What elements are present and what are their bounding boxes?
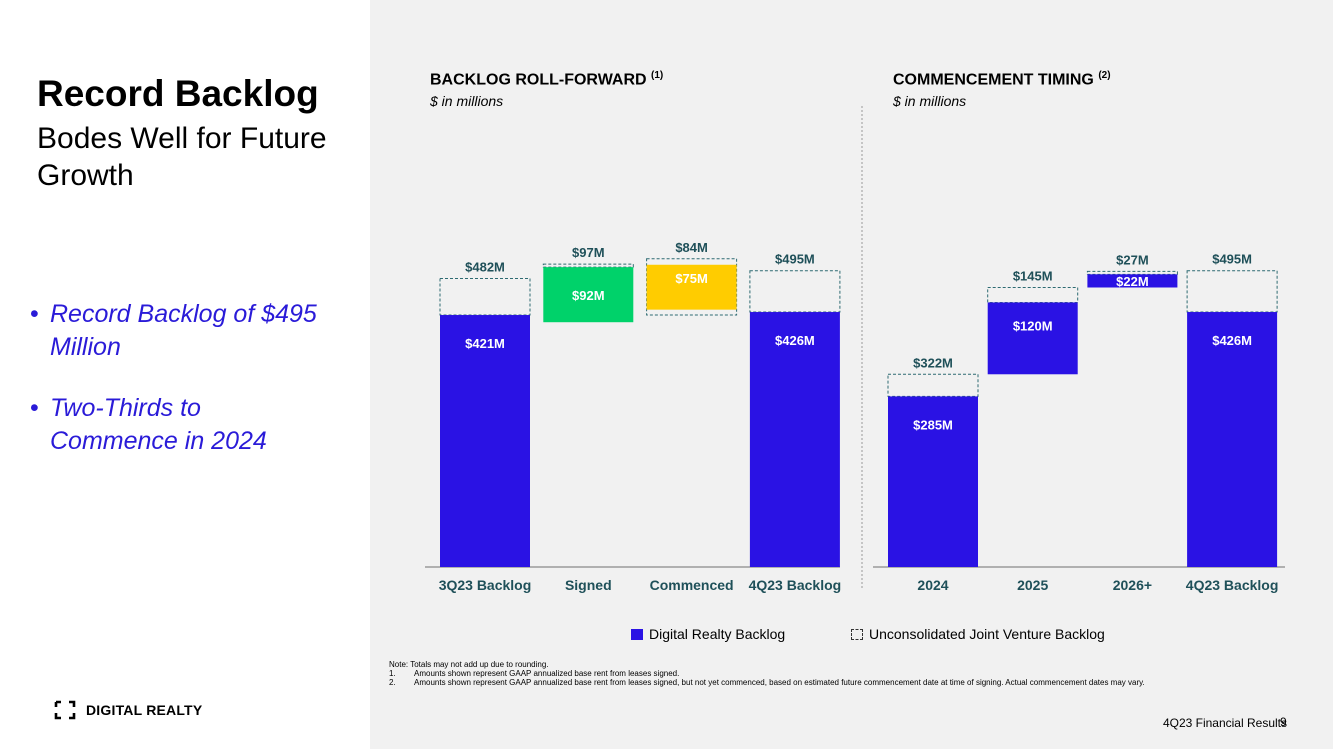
legend-joint-venture: Unconsolidated Joint Venture Backlog (851, 626, 1105, 642)
footer-text: 4Q23 Financial Results (1162, 716, 1287, 730)
bar-total (749, 312, 840, 567)
x-tick-label: 4Q23 Backlog (749, 577, 842, 593)
bullet-text: Record Backlog of $495 Million (50, 300, 317, 361)
bar-value-label: $426M (1212, 333, 1252, 348)
bar-total (1187, 312, 1278, 567)
chart-title-rollforward: BACKLOG ROLL-FORWARD (1) (430, 70, 663, 89)
page-number: 9 (1280, 715, 1287, 729)
chart-title-commencement: COMMENCEMENT TIMING (2) (893, 70, 1111, 89)
jv-dashed-segment (646, 258, 738, 316)
slide-subtitle: Bodes Well for Future Growth (37, 122, 327, 192)
x-tick-label: Signed (565, 577, 612, 593)
bar-decrease (646, 264, 737, 310)
bar-value-label: $421M (465, 336, 505, 351)
note-item: 1. Amounts shown represent GAAP annualize… (389, 669, 1269, 678)
bar-total-label: $495M (775, 252, 815, 267)
chart-title-footnote: (2) (1098, 70, 1111, 81)
bar-value-label: $22M (1116, 274, 1149, 289)
jv-dashed-segment (1186, 270, 1278, 313)
bar-increase (987, 302, 1078, 375)
note-item: 2. Amounts shown represent GAAP annualize… (389, 678, 1269, 687)
chart-subtitle-commencement: $ in millions (893, 93, 967, 109)
footnotes: Note: Totals may not add up due to round… (389, 660, 1269, 687)
x-tick-label: 2025 (1017, 577, 1048, 593)
x-tick-label: 3Q23 Backlog (439, 577, 532, 593)
bullet-list: • Record Backlog of $495 Million • Two-Thi… (30, 298, 360, 486)
bar-total-label: $322M (913, 355, 953, 370)
right-panel (370, 0, 1333, 749)
note-text: Amounts shown represent GAAP annualized … (414, 669, 680, 678)
bar-value-label: $92M (572, 288, 605, 303)
slide-title: Record Backlog (37, 73, 319, 114)
bar-increase (543, 267, 634, 323)
company-logo: DIGITAL REALTY (54, 700, 202, 720)
bar-increase (1087, 274, 1178, 288)
jv-dashed-segment (887, 373, 979, 397)
chart-title-text: BACKLOG ROLL-FORWARD (430, 71, 647, 89)
bar-value-label: $75M (675, 271, 708, 286)
bullet-item: • Record Backlog of $495 Million (30, 298, 360, 364)
chart-title-footnote: (1) (651, 70, 664, 81)
bracket-logo-icon (54, 700, 76, 720)
logo-text: DIGITAL REALTY (86, 702, 203, 718)
legend-dashed-swatch (851, 628, 863, 640)
note-number: 1. (389, 669, 396, 678)
chart-subtitle-rollforward: $ in millions (430, 93, 504, 109)
jv-dashed-segment (542, 263, 634, 268)
left-panel: Record Backlog Bodes Well for Future Gro… (0, 0, 370, 749)
bar-total (440, 315, 530, 567)
x-tick-label: 2026+ (1113, 577, 1152, 593)
bar-value-label: $285M (913, 417, 953, 432)
bar-total-label: $97M (572, 245, 605, 260)
jv-dashed-segment (749, 270, 841, 313)
note-number: 2. (389, 678, 396, 687)
bar-total-label: $482M (465, 260, 505, 275)
bar-total-label: $84M (675, 240, 708, 255)
note-text: Amounts shown represent GAAP annualized … (414, 678, 1145, 687)
legend-label: Unconsolidated Joint Venture Backlog (869, 626, 1105, 642)
bar-total-label: $495M (1212, 252, 1252, 267)
bar-total-label: $145M (1013, 269, 1053, 284)
bullet-text: Two-Thirds to Commence in 2024 (50, 394, 267, 455)
x-tick-label: Commenced (650, 577, 734, 593)
bar-value-label: $120M (1013, 318, 1053, 333)
jv-dashed-segment (439, 278, 531, 316)
bar-total (888, 396, 978, 567)
x-tick-label: 2024 (917, 577, 948, 593)
bullet-item: • Two-Thirds to Commence in 2024 (30, 392, 360, 458)
note-intro: Note: Totals may not add up due to round… (389, 660, 549, 669)
legend-label: Digital Realty Backlog (649, 626, 786, 642)
chart-title-text: COMMENCEMENT TIMING (893, 71, 1094, 89)
bar-total-label: $27M (1116, 252, 1149, 267)
jv-dashed-segment (987, 287, 1079, 303)
legend-digital-realty: Digital Realty Backlog (631, 626, 785, 642)
bar-value-label: $426M (775, 333, 815, 348)
x-tick-label: 4Q23 Backlog (1186, 577, 1279, 593)
legend-solid-swatch (631, 628, 643, 640)
